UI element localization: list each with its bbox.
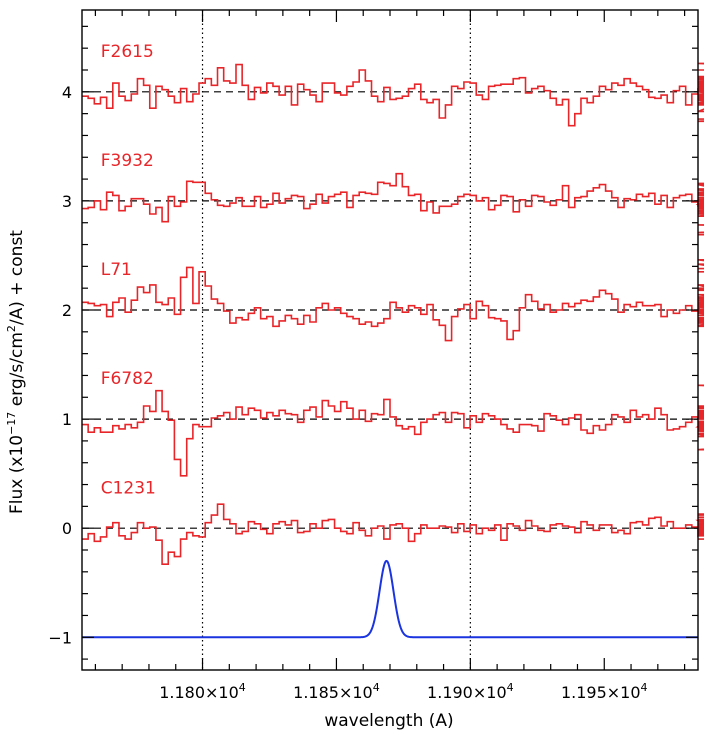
x-tick-label: 1.185×104 <box>293 681 380 702</box>
series-labels: F2615 F3932 L71 F6782 C1231 <box>101 42 156 498</box>
series-layer <box>82 62 704 565</box>
model-gaussian-line <box>82 559 698 639</box>
y-tick-label: 0 <box>62 519 72 538</box>
axes: 1.180×104 1.185×104 1.190×104 1.195×104 −1 0 1… <box>48 9 699 702</box>
series-label-f2615: F2615 <box>101 42 154 62</box>
model-line-layer <box>82 559 698 639</box>
reference-lines <box>82 10 698 670</box>
x-tick-label: 1.190×104 <box>427 681 514 702</box>
series-label-c1231: C1231 <box>101 478 156 498</box>
series-line-l71 <box>82 259 704 342</box>
series-line-f3932 <box>82 172 704 236</box>
series-line-c1231 <box>82 503 704 565</box>
series-line-f2615 <box>82 62 704 127</box>
y-tick-label: −1 <box>48 628 72 647</box>
series-line-f6782 <box>82 384 704 477</box>
series-label-l71: L71 <box>101 260 132 280</box>
y-tick-label: 2 <box>62 301 72 320</box>
y-tick-label: 4 <box>62 83 72 102</box>
y-tick-label: 1 <box>62 410 72 429</box>
series-label-f3932: F3932 <box>101 151 154 171</box>
x-axis-title: wavelength (A) <box>324 711 453 731</box>
x-tick-label: 1.180×104 <box>159 681 246 702</box>
series-label-f6782: F6782 <box>101 369 154 389</box>
y-tick-label: 3 <box>62 192 72 211</box>
x-tick-label: 1.195×104 <box>561 681 648 702</box>
y-axis-title: Flux (x10−17 erg/s/cm2/A) + const <box>5 230 27 514</box>
